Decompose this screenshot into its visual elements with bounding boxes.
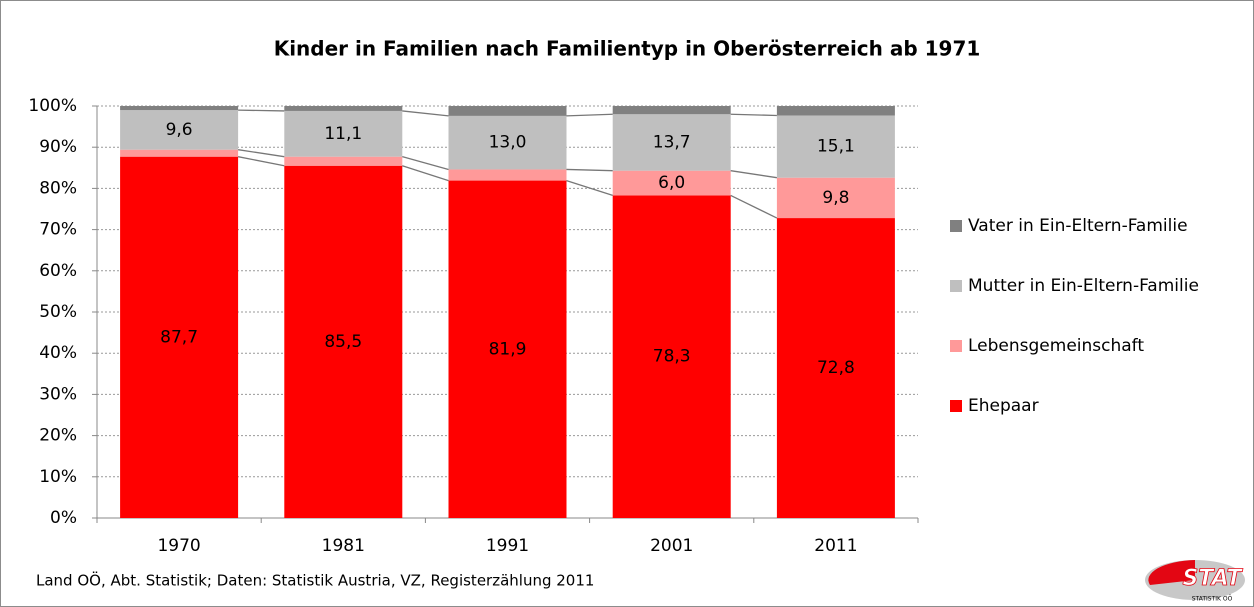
data-label: 72,8 bbox=[817, 358, 855, 378]
bar-segment bbox=[120, 110, 239, 150]
y-tick-label: 0% bbox=[50, 508, 77, 528]
x-tick-label: 1991 bbox=[486, 536, 529, 556]
source-note: Land OÖ, Abt. Statistik; Daten: Statisti… bbox=[36, 571, 594, 590]
series-line bbox=[402, 165, 449, 182]
bar-segment bbox=[120, 149, 239, 157]
legend-label: Vater in Ein-Eltern-Familie bbox=[968, 216, 1188, 236]
logo-subtext: STATISTIK OÖ bbox=[1192, 596, 1233, 603]
bar-segment bbox=[284, 106, 403, 111]
legend-swatch bbox=[950, 340, 962, 352]
data-label: 13,7 bbox=[653, 132, 691, 152]
bar-segment bbox=[776, 177, 895, 219]
bar-segment bbox=[120, 156, 239, 518]
bar-segment bbox=[448, 115, 567, 170]
data-label: 15,1 bbox=[817, 137, 855, 157]
y-tick-label: 20% bbox=[39, 426, 77, 446]
legend-label: Ehepaar bbox=[968, 396, 1039, 416]
y-tick-label: 80% bbox=[39, 178, 77, 198]
bar-segment bbox=[448, 180, 567, 518]
series-line bbox=[237, 156, 285, 167]
series-line bbox=[238, 149, 285, 158]
logo-text: STAT bbox=[1182, 566, 1243, 591]
x-tick-label: 1981 bbox=[322, 536, 365, 556]
y-tick-label: 40% bbox=[39, 343, 77, 363]
bar-segment bbox=[612, 170, 731, 196]
y-tick-label: 70% bbox=[39, 220, 77, 240]
data-label: 87,7 bbox=[160, 327, 198, 347]
data-label: 9,6 bbox=[166, 120, 193, 140]
series-line bbox=[730, 113, 777, 117]
legend-swatch bbox=[950, 280, 962, 292]
data-label: 9,8 bbox=[822, 188, 849, 208]
bar-segment bbox=[284, 165, 403, 519]
data-label: 81,9 bbox=[489, 339, 527, 359]
data-label: 11,1 bbox=[324, 124, 362, 144]
x-tick-label: 1970 bbox=[157, 536, 200, 556]
chart-title: Kinder in Familien nach Familientyp in O… bbox=[274, 37, 981, 61]
bar-segment bbox=[776, 218, 895, 518]
y-tick-label: 30% bbox=[39, 384, 77, 404]
legend-label: Mutter in Ein-Eltern-Familie bbox=[968, 276, 1199, 296]
data-label: 13,0 bbox=[489, 133, 527, 153]
bar-segment bbox=[448, 106, 567, 116]
x-tick-label: 2011 bbox=[814, 536, 857, 556]
x-tick-label: 2001 bbox=[650, 536, 693, 556]
y-tick-label: 100% bbox=[28, 96, 77, 116]
y-tick-label: 10% bbox=[39, 467, 77, 487]
bar-segment bbox=[612, 114, 731, 171]
legend-label: Lebensgemeinschaft bbox=[968, 336, 1144, 356]
y-tick-label: 60% bbox=[39, 261, 77, 281]
series-line bbox=[730, 194, 778, 219]
logo-shape bbox=[1148, 560, 1195, 585]
data-label: 78,3 bbox=[653, 347, 691, 367]
bar-segment bbox=[776, 115, 895, 178]
series-line bbox=[730, 170, 777, 179]
bar-segment bbox=[120, 106, 239, 111]
legend-swatch bbox=[950, 400, 962, 412]
y-tick-label: 50% bbox=[39, 302, 77, 322]
series-line bbox=[566, 113, 613, 117]
bar-segment bbox=[612, 106, 731, 115]
series-line bbox=[402, 110, 449, 117]
bar-segment bbox=[284, 156, 403, 166]
bar-segment bbox=[612, 195, 731, 519]
series-line bbox=[566, 168, 613, 172]
bar-segment bbox=[284, 110, 403, 157]
logo: STAT STATISTIK OÖ bbox=[1145, 560, 1245, 603]
data-label: 6,0 bbox=[658, 173, 685, 193]
series-line bbox=[402, 156, 449, 171]
bar-segment bbox=[448, 169, 567, 181]
legend-swatch bbox=[950, 220, 962, 232]
bar-segment bbox=[776, 106, 895, 116]
series-line bbox=[566, 179, 613, 197]
series-line bbox=[238, 109, 285, 112]
data-label: 85,5 bbox=[324, 332, 362, 352]
y-tick-label: 90% bbox=[39, 137, 77, 157]
